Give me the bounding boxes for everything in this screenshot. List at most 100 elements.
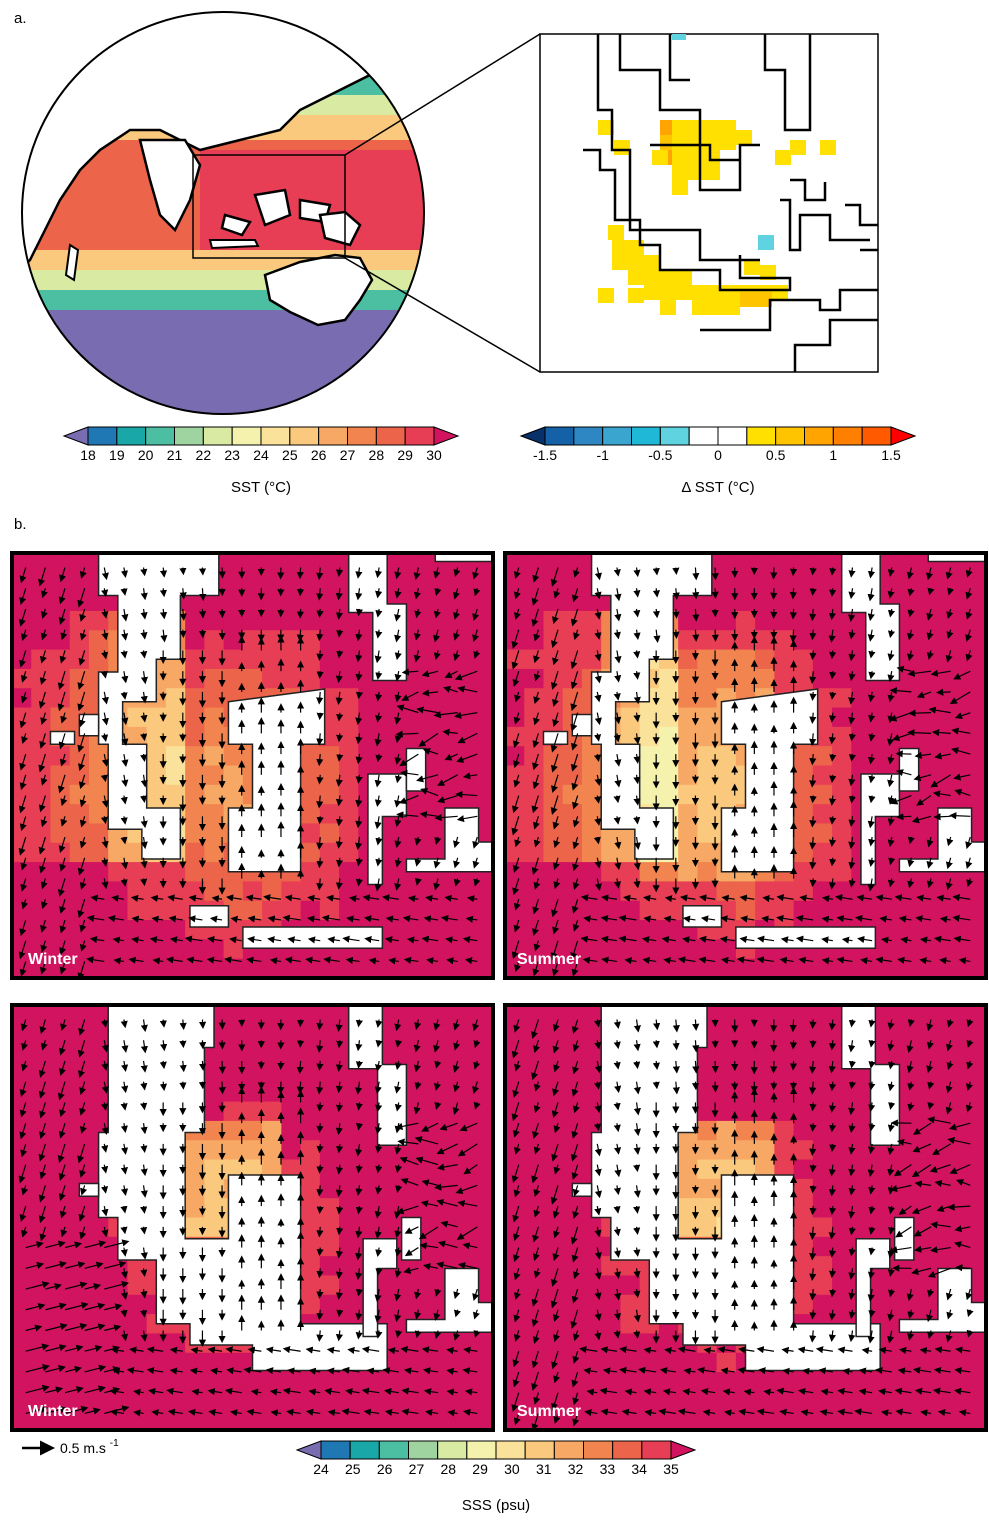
current-vector xyxy=(896,813,912,821)
sss-cell xyxy=(909,688,929,709)
sss-cell xyxy=(793,1140,814,1161)
sss-cell xyxy=(300,900,321,921)
sss-cell xyxy=(543,649,564,670)
sss-cell xyxy=(832,1391,852,1412)
sss-cell xyxy=(909,726,929,747)
sss-cell xyxy=(562,1024,583,1045)
current-vector xyxy=(296,567,304,580)
sss-cell xyxy=(319,900,340,921)
sss-cell xyxy=(562,1101,583,1122)
sss-cell xyxy=(435,958,456,978)
sss-cell xyxy=(812,1101,833,1122)
sss-cell xyxy=(581,1024,602,1045)
sss-cell xyxy=(909,1275,929,1296)
current-vector xyxy=(445,936,458,944)
inset-box xyxy=(192,154,346,259)
current-vector xyxy=(245,894,262,902)
sss-cell xyxy=(562,572,583,593)
sss-cell xyxy=(50,1159,71,1180)
sss-cell xyxy=(947,1159,968,1180)
current-vector xyxy=(79,629,87,641)
sss-cell xyxy=(793,1391,814,1412)
current-vector xyxy=(316,1268,324,1279)
delta-sst-colorbar-min-extend xyxy=(519,426,546,446)
sss-cell xyxy=(88,1275,109,1296)
sss-cell xyxy=(716,1372,737,1392)
sss-cell xyxy=(543,1062,564,1083)
sss-cell xyxy=(793,1236,814,1257)
sss-cell xyxy=(31,1314,51,1334)
current-vector xyxy=(368,957,380,965)
current-vector xyxy=(848,1081,856,1090)
current-vector xyxy=(38,567,46,587)
sss-cell xyxy=(396,1275,417,1296)
sss-cell xyxy=(319,668,340,689)
sss-cell xyxy=(50,630,71,651)
sss-cell xyxy=(639,746,660,766)
current-vector xyxy=(199,588,207,602)
sss-cell xyxy=(543,1120,564,1141)
current-vector xyxy=(140,1102,148,1111)
sss-cell xyxy=(319,1410,340,1430)
sss-cell xyxy=(889,939,910,960)
sss-cell xyxy=(185,1372,205,1392)
sss-cell xyxy=(697,842,718,863)
sss-cell xyxy=(793,1120,814,1141)
sss-cell xyxy=(562,900,583,921)
sss-cell xyxy=(31,1178,51,1199)
sss-cell xyxy=(69,572,90,593)
sss-cell xyxy=(620,920,641,940)
sss-cell xyxy=(562,1294,583,1315)
sss-cell xyxy=(581,900,602,921)
current-vector xyxy=(316,1164,324,1174)
current-vector xyxy=(336,1040,344,1049)
sss-cell xyxy=(416,1120,436,1141)
sss-cell xyxy=(505,1178,525,1199)
sss-cell xyxy=(793,1062,814,1083)
current-vector xyxy=(316,1102,324,1112)
current-vector xyxy=(316,567,324,581)
current-vector xyxy=(121,629,129,641)
sss-cell xyxy=(435,1043,456,1064)
sss-cell xyxy=(281,1391,302,1412)
current-vector xyxy=(336,712,344,722)
sss-cell xyxy=(543,920,564,940)
sss-cell xyxy=(204,746,225,766)
sss-cell xyxy=(281,958,302,978)
delta-sst-cell xyxy=(628,240,644,255)
sss-cell xyxy=(300,1198,321,1218)
sss-cell xyxy=(505,726,525,747)
current-vector xyxy=(121,712,129,726)
sss-cell xyxy=(454,630,475,651)
current-vector xyxy=(316,816,324,825)
sss-cell xyxy=(812,1043,833,1064)
sss-cell xyxy=(435,1372,456,1392)
sss-cell xyxy=(928,688,949,709)
sss-cell xyxy=(69,688,90,709)
land-mask xyxy=(78,713,100,737)
current-vector xyxy=(396,811,419,819)
current-vector xyxy=(316,1185,324,1197)
sss-cell xyxy=(396,920,417,940)
current-vector xyxy=(316,1247,324,1257)
current-vector xyxy=(121,857,129,870)
sss-cell xyxy=(69,630,90,651)
sss-cell xyxy=(832,1140,852,1161)
sss-colorbar-min-extend xyxy=(295,1440,322,1460)
sss-cell xyxy=(454,572,475,593)
sss-cell xyxy=(319,1178,340,1199)
current-vector xyxy=(394,650,402,661)
current-vector xyxy=(39,857,47,874)
current-vector xyxy=(101,588,109,598)
sss-cell xyxy=(223,1082,244,1103)
sss-cell xyxy=(416,591,436,612)
current-vector xyxy=(633,1060,641,1070)
current-vector xyxy=(374,733,382,747)
sss-cell xyxy=(735,591,756,612)
sss-cell xyxy=(793,958,814,978)
land-mask xyxy=(893,1216,915,1261)
current-vector xyxy=(633,1164,641,1173)
current-vector xyxy=(335,774,343,787)
current-vector xyxy=(446,957,458,965)
sss-cell xyxy=(793,1294,814,1315)
